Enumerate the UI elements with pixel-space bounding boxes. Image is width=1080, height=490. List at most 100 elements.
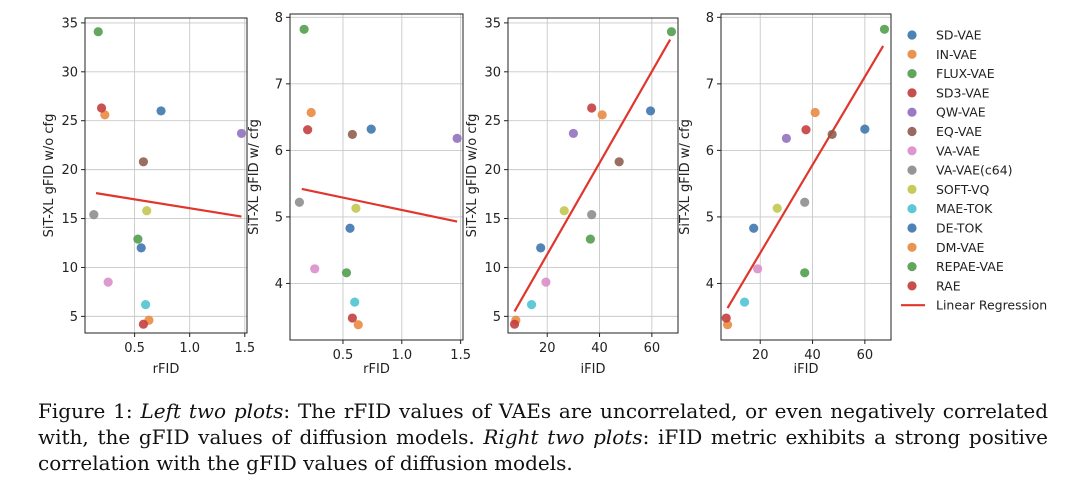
legend-label: SD3-VAE [936,85,990,100]
data-point-dm-vae [353,320,363,330]
data-point-sd3-vae [801,125,811,135]
data-point-qw-vae [236,128,247,139]
caption-right-text: : iFID metric exhibits a strong positive… [38,425,1049,475]
y-tick-label: 10 [61,261,78,276]
data-point-eq-vae [138,157,149,167]
legend-label: IN-VAE [936,47,977,62]
data-point-repae-vae [133,234,143,244]
y-tick-label: 7 [275,77,283,92]
y-tick-label: 8 [275,11,283,26]
data-point-soft-vq [142,206,152,216]
legend-marker [907,262,917,272]
caption-left-heading: Left two plots [140,399,284,423]
y-tick-label: 20 [484,163,501,178]
y-tick-label: 4 [275,277,283,292]
data-point-rae [721,313,731,323]
legend-marker [907,88,917,98]
x-axis-label: rFID [153,362,180,377]
figure-caption: Figure 1: Left two plots: The rFID value… [38,398,1048,476]
data-point-flux-vae [93,27,103,37]
chart-panel-2: 4 5 6 7 8 0.5 1.0 1.5 rFID SiT-XL gFID w/ cfg [247,11,471,377]
data-point-repae-vae [800,268,810,278]
regression-line [95,192,242,218]
data-point-va-vae [753,264,763,274]
x-axis-label: rFID [363,362,390,377]
data-point-in-vae [100,110,110,120]
data-point-soft-vq [772,203,782,213]
legend-label: MAE-TOK [936,201,993,216]
data-point-rae [509,319,520,329]
data-point-repae-vae [341,268,352,278]
axes-frame [720,13,892,341]
legend-label: RAE [936,278,961,293]
y-tick-label: 10 [484,261,501,276]
y-tick-label: 5 [70,310,78,325]
data-point-soft-vq [559,206,569,216]
legend-label: VA-VAE [936,143,980,158]
data-point-sd3-vae [303,125,313,135]
data-point-mae-tok [739,297,750,307]
caption-right-heading: Right two plots [483,425,643,449]
x-tick-label: 20 [752,348,769,363]
data-point-flux-vae [666,27,677,37]
data-point-sd-vae [156,106,166,116]
caption-left-text: : The rFID values of VAEs are uncorrelat… [38,399,1048,449]
chart-panel-4: 4 5 6 7 8 20 40 60 iFID SiT-XL gFID w/ cfg [678,11,892,377]
y-tick-label: 4 [706,277,714,292]
axes-frame [507,17,679,334]
data-point-va-vae [103,277,113,287]
data-point-eq-vae [347,129,357,140]
y-tick-label: 20 [61,163,78,178]
legend-marker [907,184,917,194]
legend-label: REPAE-VAE [936,259,1004,274]
y-tick-label: 30 [61,65,78,80]
data-point-de-tok [749,223,759,233]
data-point-rae [347,313,357,323]
data-point-qw-vae [568,128,578,139]
legend-label: SD-VAE [936,28,982,43]
data-point-qw-vae [452,133,462,144]
y-tick-label: 30 [484,65,501,80]
legend-label: QW-VAE [936,105,986,120]
y-tick-label: 5 [493,310,501,325]
regression-line [726,45,885,309]
legend-marker [907,69,917,79]
data-point-va-vae-c64 [89,210,99,220]
y-tick-label: 35 [484,16,501,31]
y-axis-label: SiT-XL gFID w/ cfg [247,119,262,235]
legend-marker [907,107,917,117]
data-point-eq-vae [614,157,624,167]
axes-frame [289,13,464,341]
x-axis-label: iFID [581,362,606,377]
regression-line [513,38,672,313]
legend-marker [907,223,917,233]
x-axis-label: iFID [794,362,819,377]
data-point-soft-vq [351,203,361,213]
x-tick-label: 40 [591,341,608,356]
x-tick-label: 20 [539,341,556,356]
y-tick-label: 7 [706,77,714,92]
x-tick-label: 40 [804,348,821,363]
chart-panel-1: 5 10 15 20 25 30 35 0.5 1.0 1.5 rFID SiT-XL gFID w/… [42,16,255,377]
legend-label: FLUX-VAE [936,66,995,81]
legend-marker [907,30,917,40]
data-point-de-tok [136,243,146,253]
y-tick-label: 6 [706,144,714,159]
data-point-va-vae [310,264,320,274]
legend-marker [907,242,917,252]
legend-marker [907,126,917,137]
caption-label: Figure 1: [38,399,133,423]
legend-marker [907,281,917,291]
y-tick-label: 15 [484,212,501,227]
figure: 5 10 15 20 25 30 35 0.5 1.0 1.5 rFID SiT-XL gFID w/… [42,11,1047,377]
x-tick-label: 1.0 [179,341,200,356]
data-point-flux-vae [879,24,890,34]
data-point-mae-tok [526,300,537,310]
y-tick-label: 25 [484,114,501,129]
data-point-repae-vae [585,234,595,244]
y-tick-label: 35 [61,16,78,31]
y-tick-label: 15 [61,212,78,227]
y-tick-label: 25 [61,114,78,129]
data-point-eq-vae [827,129,837,140]
data-point-rae [138,319,149,329]
